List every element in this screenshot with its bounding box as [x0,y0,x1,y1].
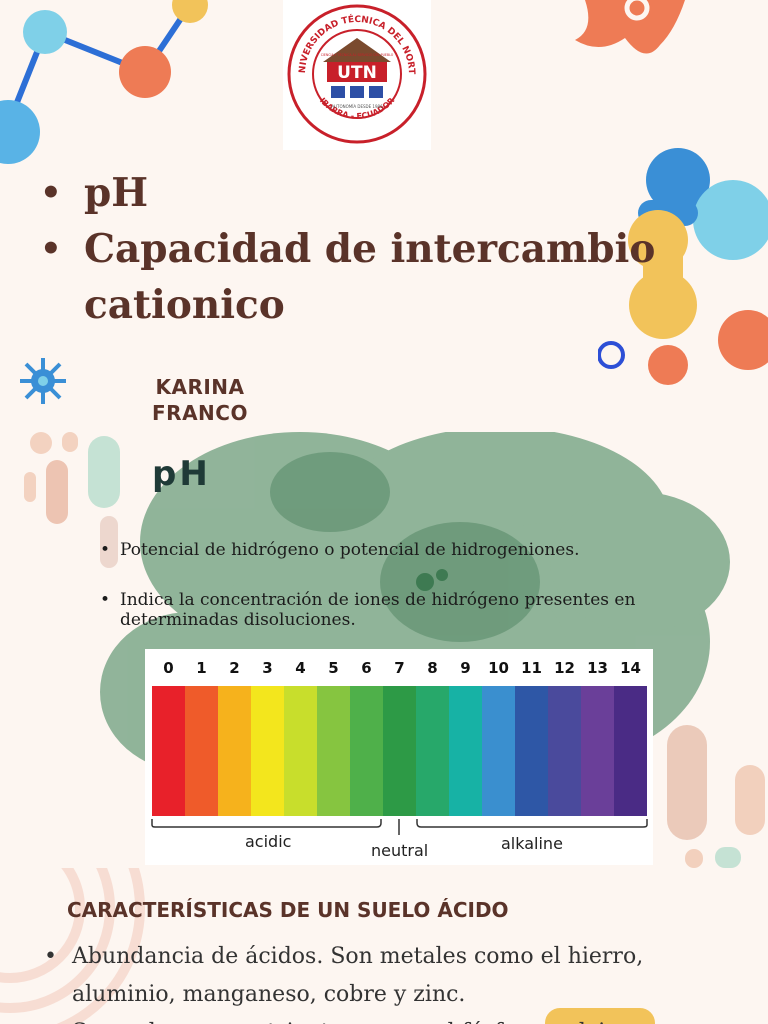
ph-number-11: 11 [521,659,542,677]
ph-scale-bar [152,686,647,816]
ph-segment-4 [284,686,317,816]
ph-number-14: 14 [620,659,641,677]
ph-number-7: 7 [394,659,405,677]
acid-soil-bullet-acids: Abundancia de ácidos. Son metales como e… [42,938,752,1014]
author-last-name: FRANCO [152,401,248,425]
ph-segment-12 [548,686,581,816]
ph-bullet-definition: Potencial de hidrógeno o potencial de hi… [98,540,718,560]
ph-scale-numbers: 0 1 2 3 4 5 6 7 8 9 10 11 12 13 14 [152,659,647,683]
title-bullet-cic: Capacidad de intercambio cationico [40,221,704,333]
logo-founded-text: AUTONOMÍA DESDE 1986 [331,104,383,109]
ph-segment-1 [185,686,218,816]
ph-segment-5 [317,686,350,816]
pebble-decoration-right-icon [667,725,765,868]
title-bullet-ph: pH [40,165,704,221]
acid-soil-bullet-nutrients: Son pobres en nutrientes, como el fósfor… [42,1014,752,1024]
acid-soil-bullet-list: Abundancia de ácidos. Son metales como e… [42,938,752,1024]
virus-decoration-icon [20,358,66,404]
ph-scale-acidic-label: acidic [245,832,292,851]
ph-slide: pH Potencial de hidrógeno o potencial de… [0,432,768,868]
ph-bullet-concentration: Indica la concentración de iones de hidr… [98,590,718,630]
ph-scale-brackets-icon [151,819,648,835]
ph-segment-13 [581,686,614,816]
circles-decoration-icon [0,868,145,1024]
ph-scale-figure: 0 1 2 3 4 5 6 7 8 9 10 11 12 13 14 acidic neutral alka… [145,649,653,865]
ph-number-1: 1 [196,659,207,677]
ph-number-12: 12 [554,659,575,677]
acid-soil-slide: CARACTERÍSTICAS DE UN SUELO ÁCIDO Abunda… [0,868,768,1024]
molecule-decoration-left-icon [0,0,208,164]
ph-number-5: 5 [328,659,339,677]
ph-number-4: 4 [295,659,306,677]
acid-soil-heading: CARACTERÍSTICAS DE UN SUELO ÁCIDO [67,898,509,922]
ph-bullet-list: Potencial de hidrógeno o potencial de hi… [98,540,718,660]
ph-number-6: 6 [361,659,372,677]
ph-number-10: 10 [488,659,509,677]
university-seal-icon: UNIVERSIDAD TÉCNICA DEL NORTE IBARRA - E… [279,0,427,144]
ph-segment-8 [416,686,449,816]
author-name: KARINA FRANCO [140,374,260,426]
splat-decoration-top-right-icon [575,0,685,54]
ph-number-8: 8 [427,659,438,677]
ph-segment-11 [515,686,548,816]
ph-number-3: 3 [262,659,273,677]
ph-segment-10 [482,686,515,816]
ph-slide-title: pH [152,454,211,494]
ph-number-9: 9 [460,659,471,677]
author-first-name: KARINA [155,375,245,399]
title-bullet-list: pH Capacidad de intercambio cationico [40,165,704,333]
ph-number-13: 13 [587,659,608,677]
ph-number-2: 2 [229,659,240,677]
ph-segment-6 [350,686,383,816]
ph-segment-2 [218,686,251,816]
ph-number-0: 0 [163,659,174,677]
ph-segment-3 [251,686,284,816]
logo-initials: UTN [337,63,377,83]
ph-segment-7 [383,686,416,816]
logo-motto-text: CIENCIA Y TÉCNICA AL SERVICIO DEL PUEBLO [321,52,394,57]
ph-segment-9 [449,686,482,816]
title-slide: UNIVERSIDAD TÉCNICA DEL NORTE IBARRA - E… [0,0,768,432]
pebble-decoration-left-icon [24,432,120,568]
ph-segment-14 [614,686,647,816]
ph-segment-0 [152,686,185,816]
ph-scale-alkaline-label: alkaline [501,834,563,853]
university-logo: UNIVERSIDAD TÉCNICA DEL NORTE IBARRA - E… [279,0,431,150]
ph-scale-neutral-label: neutral [371,841,429,860]
